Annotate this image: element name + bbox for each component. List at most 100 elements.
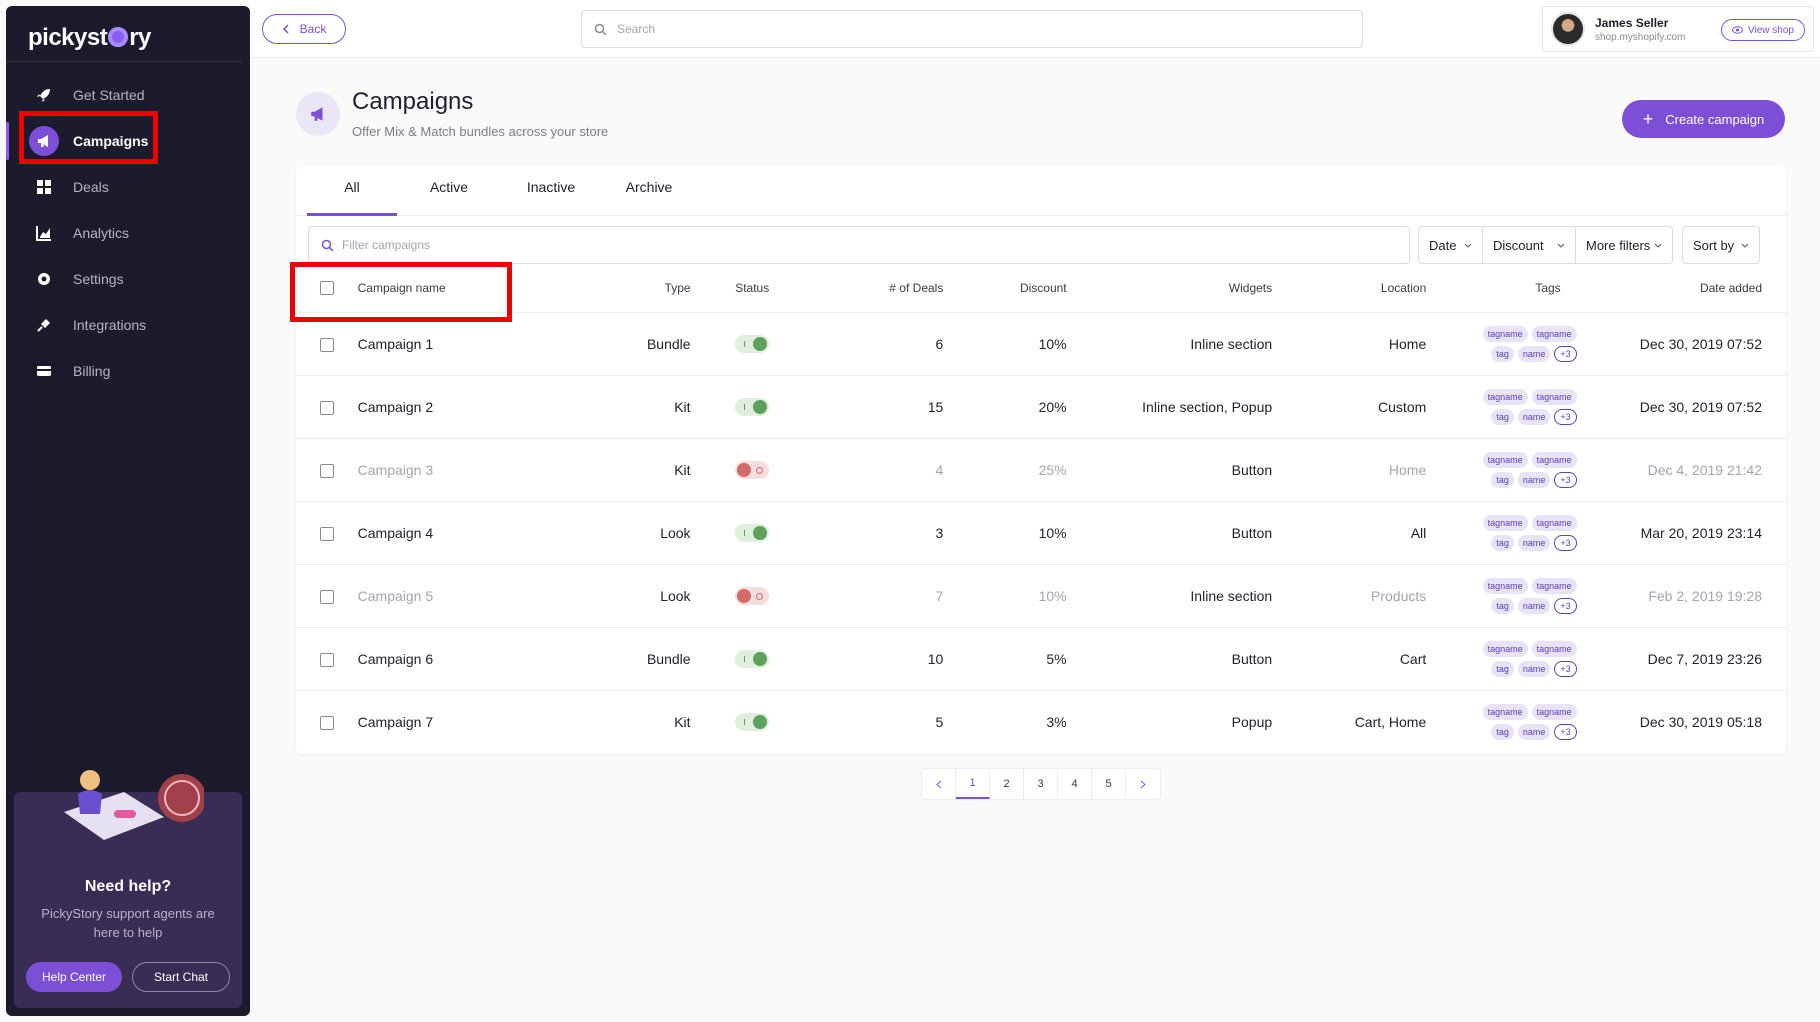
row-checkbox[interactable] <box>319 337 334 352</box>
tag-badge[interactable]: name <box>1517 408 1551 425</box>
table-row[interactable]: Campaign 3 Kit 4 25% Button Home tagname tagnam… <box>296 438 1786 502</box>
filter-input[interactable] <box>342 238 1342 252</box>
sidebar-item-get-started[interactable]: Get Started <box>6 72 250 118</box>
table-row[interactable]: Campaign 2 Kit 15 20% Inline section, Popup C… <box>296 375 1786 439</box>
tag-badge[interactable]: name <box>1517 660 1551 677</box>
tag-badge[interactable]: tagname <box>1482 640 1528 657</box>
status-toggle[interactable] <box>735 586 770 605</box>
col-header-widgets[interactable]: Widgets <box>1066 264 1273 313</box>
more-tags-badge[interactable]: +3 <box>1554 660 1577 677</box>
tag-badge[interactable]: tagname <box>1482 388 1528 405</box>
tag-badge[interactable]: tag <box>1491 660 1514 677</box>
tag-badge[interactable]: tagname <box>1531 388 1577 405</box>
row-checkbox[interactable] <box>319 589 334 604</box>
start-chat-button[interactable]: Start Chat <box>132 962 230 992</box>
tag-badge[interactable]: tagname <box>1482 325 1528 342</box>
status-toggle[interactable] <box>735 649 770 668</box>
help-center-button[interactable]: Help Center <box>26 962 122 992</box>
col-header-location[interactable]: Location <box>1272 264 1427 313</box>
more-tags-badge[interactable]: +3 <box>1554 597 1577 614</box>
campaign-name[interactable]: Campaign 3 <box>357 438 584 502</box>
status-toggle[interactable] <box>735 397 770 416</box>
page-1-button[interactable]: 1 <box>956 769 990 799</box>
next-page-button[interactable] <box>1126 769 1160 799</box>
tag-badge[interactable]: tagname <box>1531 325 1577 342</box>
tag-badge[interactable]: tagname <box>1531 703 1577 720</box>
view-shop-button[interactable]: View shop <box>1721 19 1805 41</box>
row-checkbox[interactable] <box>319 463 334 478</box>
tag-badge[interactable]: tag <box>1491 534 1514 551</box>
sidebar-item-settings[interactable]: Settings <box>6 256 250 302</box>
row-checkbox[interactable] <box>319 715 334 730</box>
sort-by-dropdown[interactable]: Sort by <box>1682 226 1760 264</box>
table-row[interactable]: Campaign 6 Bundle 10 5% Button Cart tagname tag… <box>296 627 1786 691</box>
tag-badge[interactable]: tag <box>1491 345 1514 362</box>
date-filter-dropdown[interactable]: Date <box>1418 226 1483 264</box>
page-5-button[interactable]: 5 <box>1092 769 1126 799</box>
search-bar[interactable] <box>581 10 1363 48</box>
prev-page-button[interactable] <box>922 769 956 799</box>
status-toggle[interactable] <box>735 334 770 353</box>
tag-badge[interactable]: tagname <box>1482 703 1528 720</box>
tab-inactive[interactable]: Inactive <box>526 179 576 195</box>
campaign-name[interactable]: Campaign 6 <box>357 627 584 691</box>
create-campaign-button[interactable]: + Create campaign <box>1622 100 1785 138</box>
status-toggle[interactable] <box>735 460 770 479</box>
campaign-name[interactable]: Campaign 5 <box>357 564 584 628</box>
tag-badge[interactable]: tag <box>1491 723 1514 740</box>
more-tags-badge[interactable]: +3 <box>1554 471 1577 488</box>
tag-badge[interactable]: name <box>1517 723 1551 740</box>
page-3-button[interactable]: 3 <box>1024 769 1058 799</box>
search-input[interactable] <box>617 22 1317 36</box>
col-header-type[interactable]: Type <box>583 264 691 313</box>
sidebar-item-deals[interactable]: Deals <box>6 164 250 210</box>
page-4-button[interactable]: 4 <box>1058 769 1092 799</box>
col-header-tags[interactable]: Tags <box>1426 264 1591 313</box>
col-header-date[interactable]: Date added <box>1590 264 1786 313</box>
campaign-name[interactable]: Campaign 4 <box>357 501 584 565</box>
select-all-checkbox[interactable] <box>319 281 334 296</box>
more-tags-badge[interactable]: +3 <box>1554 534 1577 551</box>
tag-badge[interactable]: name <box>1517 597 1551 614</box>
tab-active[interactable]: Active <box>429 179 469 195</box>
tag-badge[interactable]: name <box>1517 345 1551 362</box>
sidebar-item-integrations[interactable]: Integrations <box>6 302 250 348</box>
more-tags-badge[interactable]: +3 <box>1554 723 1577 740</box>
tag-badge[interactable]: tagname <box>1482 577 1528 594</box>
tag-badge[interactable]: tag <box>1491 597 1514 614</box>
table-row[interactable]: Campaign 7 Kit 5 3% Popup Cart, Home tagname ta… <box>296 690 1786 753</box>
more-tags-badge[interactable]: +3 <box>1554 345 1577 362</box>
sidebar-item-billing[interactable]: Billing <box>6 348 250 394</box>
back-button[interactable]: Back <box>262 14 346 44</box>
tag-badge[interactable]: tagname <box>1531 577 1577 594</box>
campaign-name[interactable]: Campaign 1 <box>357 312 584 376</box>
table-row[interactable]: Campaign 5 Look 7 10% Inline section Products… <box>296 564 1786 628</box>
tag-badge[interactable]: name <box>1517 534 1551 551</box>
col-header-discount[interactable]: Discount <box>943 264 1067 313</box>
tag-badge[interactable]: tagname <box>1531 451 1577 468</box>
sidebar-item-campaigns[interactable]: Campaigns <box>6 118 250 164</box>
tag-badge[interactable]: tagname <box>1482 514 1528 531</box>
tag-badge[interactable]: tag <box>1491 471 1514 488</box>
more-tags-badge[interactable]: +3 <box>1554 408 1577 425</box>
filter-campaigns[interactable] <box>308 226 1410 264</box>
user-menu[interactable]: James Seller shop.myshopify.com View sho… <box>1542 6 1814 52</box>
more-filters-dropdown[interactable]: More filters <box>1575 226 1673 264</box>
col-header-status[interactable]: Status <box>690 264 814 313</box>
row-checkbox[interactable] <box>319 400 334 415</box>
status-toggle[interactable] <box>735 523 770 542</box>
table-row[interactable]: Campaign 1 Bundle 6 10% Inline section Home ta… <box>296 312 1786 376</box>
tag-badge[interactable]: tagname <box>1482 451 1528 468</box>
row-checkbox[interactable] <box>319 652 334 667</box>
tab-archive[interactable]: Archive <box>625 179 673 195</box>
col-header-name[interactable]: Campaign name <box>357 264 584 313</box>
campaign-name[interactable]: Campaign 2 <box>357 375 584 439</box>
sidebar-item-analytics[interactable]: Analytics <box>6 210 250 256</box>
row-checkbox[interactable] <box>319 526 334 541</box>
tab-all[interactable]: All <box>307 166 397 216</box>
discount-filter-dropdown[interactable]: Discount <box>1482 226 1576 264</box>
tag-badge[interactable]: tagname <box>1531 514 1577 531</box>
col-header-deals[interactable]: # of Deals <box>813 264 944 313</box>
tag-badge[interactable]: tagname <box>1531 640 1577 657</box>
tag-badge[interactable]: tag <box>1491 408 1514 425</box>
